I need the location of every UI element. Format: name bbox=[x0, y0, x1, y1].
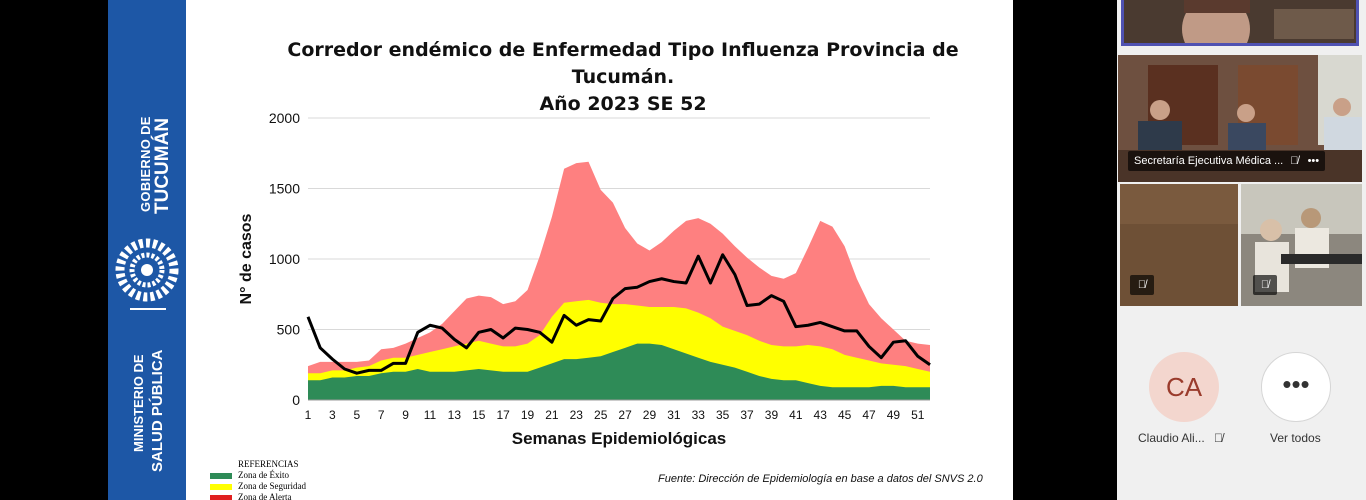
legend-label: Zona de Éxito bbox=[238, 470, 289, 480]
x-tick-label: 39 bbox=[765, 408, 779, 422]
legend-title: REFERENCIAS bbox=[238, 459, 299, 469]
participant-video-tile[interactable]: 🎙̸ bbox=[1120, 184, 1238, 306]
speaker-video-frame bbox=[1124, 0, 1356, 43]
x-tick-label: 17 bbox=[496, 408, 510, 422]
x-tick-label: 3 bbox=[329, 408, 336, 422]
brand-separator bbox=[130, 308, 166, 310]
legend-swatch bbox=[210, 472, 232, 479]
sun-logo-icon bbox=[115, 238, 179, 302]
x-tick-label: 21 bbox=[545, 408, 559, 422]
x-tick-label: 27 bbox=[618, 408, 632, 422]
x-tick-label: 31 bbox=[667, 408, 681, 422]
government-brand-bar: GOBIERNO DE TUCUMÁN MINISTERIO DE SALUD … bbox=[108, 0, 186, 500]
legend-swatch bbox=[210, 483, 232, 490]
x-axis-label: Semanas Epidemiológicas bbox=[512, 429, 726, 448]
y-tick-label: 1000 bbox=[269, 251, 300, 267]
chart-title: Corredor endémico de Enfermedad Tipo Inf… bbox=[258, 37, 988, 118]
data-source-note: Fuente: Dirección de Epidemiología en ba… bbox=[658, 473, 983, 485]
x-tick-label: 37 bbox=[740, 408, 754, 422]
mic-off-icon: 🎙̸ bbox=[1130, 275, 1154, 295]
x-tick-label: 25 bbox=[594, 408, 608, 422]
legend-item-alerta: Zona de Alerta bbox=[210, 492, 291, 500]
x-tick-label: 33 bbox=[692, 408, 706, 422]
video-participants-panel: Secretaría Ejecutiva Médica ... 🎙̸ ••• 🎙… bbox=[1117, 0, 1366, 500]
legend-label: Zona de Alerta bbox=[238, 492, 292, 500]
y-axis-label: N° de casos bbox=[238, 213, 255, 304]
see-all-button[interactable]: ••• bbox=[1261, 352, 1331, 422]
x-tick-label: 5 bbox=[353, 408, 360, 422]
x-tick-label: 35 bbox=[716, 408, 730, 422]
y-tick-label: 500 bbox=[277, 322, 301, 338]
legend-item-seguridad: Zona de Seguridad bbox=[210, 481, 306, 492]
chart-title-line2: Año 2023 SE 52 bbox=[539, 93, 707, 115]
active-speaker-video[interactable] bbox=[1121, 0, 1359, 46]
participant-video-tile[interactable]: 🎙̸ bbox=[1241, 184, 1362, 306]
x-tick-label: 13 bbox=[448, 408, 462, 422]
x-tick-label: 9 bbox=[402, 408, 409, 422]
x-tick-label: 43 bbox=[814, 408, 828, 422]
screen-share-area: GOBIERNO DE TUCUMÁN MINISTERIO DE SALUD … bbox=[108, 0, 1013, 500]
x-tick-label: 51 bbox=[911, 408, 925, 422]
x-tick-label: 45 bbox=[838, 408, 852, 422]
x-tick-label: 11 bbox=[424, 408, 437, 422]
x-tick-label: 23 bbox=[570, 408, 584, 422]
y-tick-label: 0 bbox=[292, 392, 300, 408]
participant-name: Claudio Ali... bbox=[1138, 431, 1205, 445]
participant-video-frame bbox=[1241, 184, 1362, 306]
cases-2023-line bbox=[306, 253, 931, 375]
more-options-icon[interactable]: ••• bbox=[1307, 155, 1320, 167]
x-tick-label: 1 bbox=[305, 408, 312, 422]
mic-off-icon: 🎙̸ bbox=[1214, 431, 1224, 445]
room-name-text: Secretaría Ejecutiva Médica ... bbox=[1134, 155, 1284, 167]
see-all-label[interactable]: Ver todos bbox=[1270, 431, 1321, 445]
x-tick-label: 49 bbox=[887, 408, 901, 422]
exito-zone-area bbox=[308, 343, 930, 400]
room-video-tile[interactable]: Secretaría Ejecutiva Médica ... 🎙̸ ••• bbox=[1118, 55, 1362, 182]
legend-swatch bbox=[210, 494, 232, 500]
x-tick-label: 15 bbox=[472, 408, 486, 422]
y-tick-label: 2000 bbox=[269, 110, 300, 126]
x-tick-label: 29 bbox=[643, 408, 657, 422]
participant-name-caption: Claudio Ali... 🎙̸ bbox=[1138, 431, 1223, 445]
chart-title-line1: Corredor endémico de Enfermedad Tipo Inf… bbox=[287, 39, 959, 88]
x-tick-label: 41 bbox=[789, 408, 803, 422]
room-name-label: Secretaría Ejecutiva Médica ... 🎙̸ ••• bbox=[1128, 151, 1326, 171]
x-tick-label: 47 bbox=[862, 408, 876, 422]
legend-label: Zona de Seguridad bbox=[238, 481, 306, 491]
mic-off-icon: 🎙̸ bbox=[1253, 275, 1277, 295]
participant-avatar[interactable]: CA bbox=[1149, 352, 1219, 422]
alerta-zone-area bbox=[308, 161, 930, 400]
legend-item-exito: Zona de Éxito bbox=[210, 470, 289, 481]
x-tick-label: 7 bbox=[378, 408, 385, 422]
y-tick-label: 1500 bbox=[269, 181, 300, 197]
mic-off-icon: 🎙̸ bbox=[1290, 155, 1299, 167]
presentation-slide: GOBIERNO DE TUCUMÁN MINISTERIO DE SALUD … bbox=[108, 0, 1013, 500]
x-tick-label: 19 bbox=[521, 408, 535, 422]
